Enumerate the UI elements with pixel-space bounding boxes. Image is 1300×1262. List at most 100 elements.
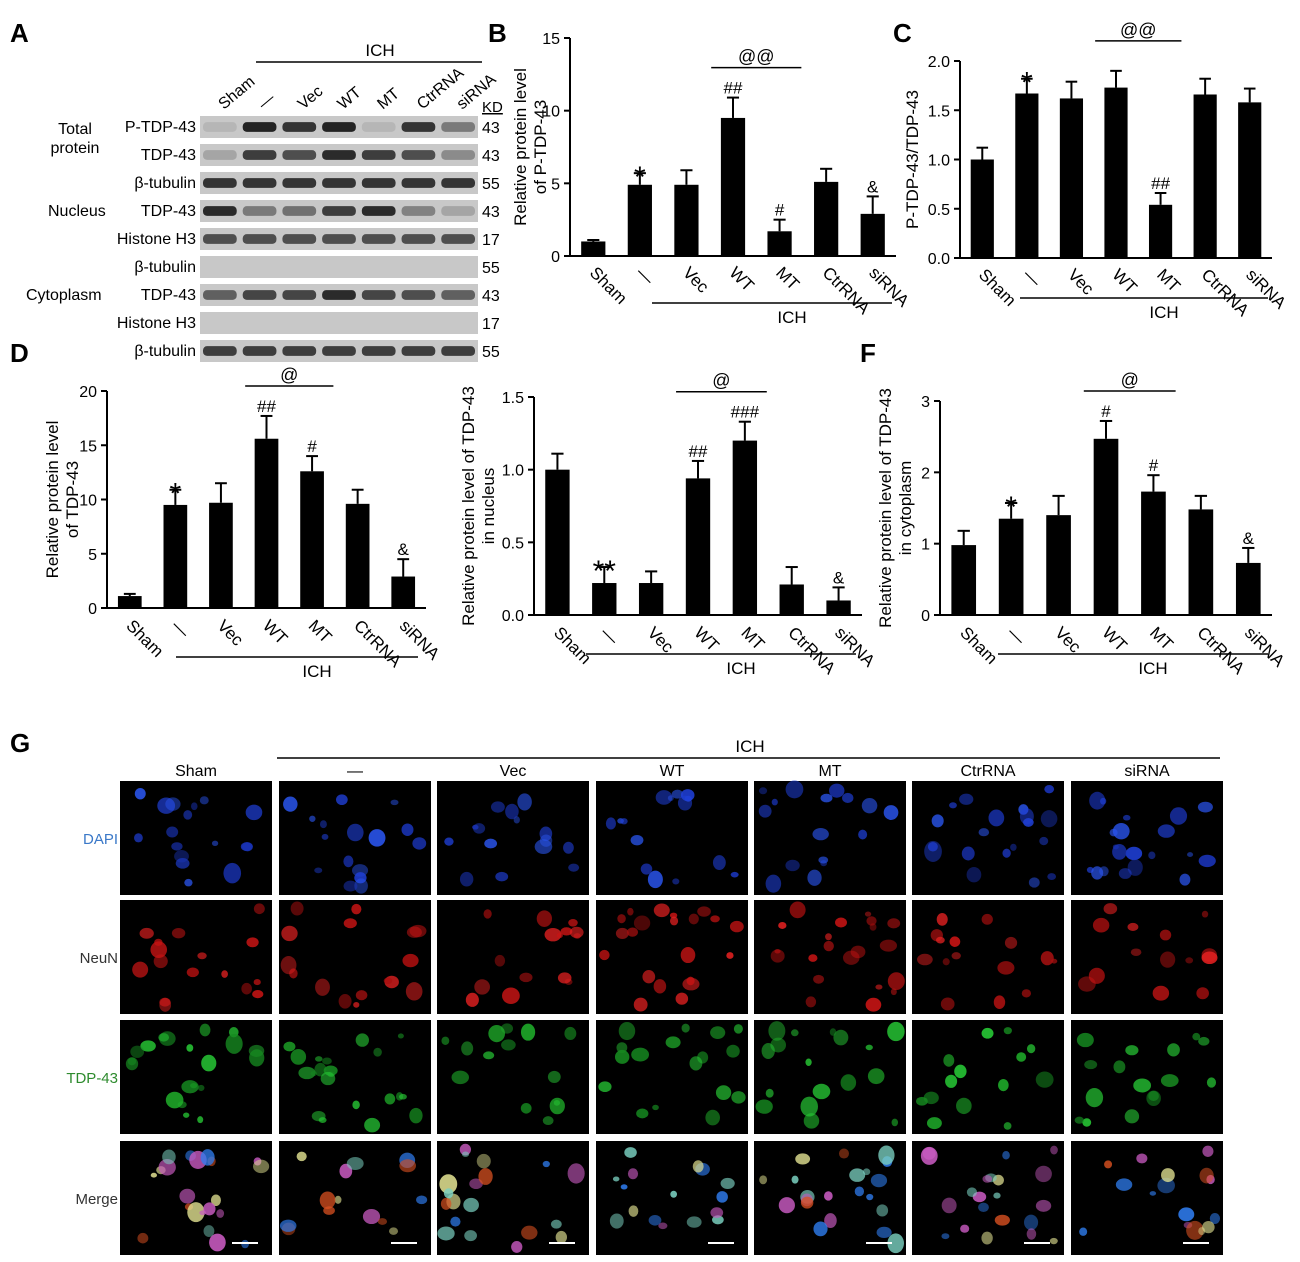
cell-nucleus: [397, 1033, 404, 1039]
significance-mark: ###: [731, 403, 760, 422]
cell-nucleus: [887, 972, 905, 991]
micro-column-label: Vec: [500, 763, 527, 780]
cell-nucleus: [887, 1233, 904, 1254]
cell-nucleus: [309, 815, 316, 822]
blot-kd-value: 55: [482, 344, 500, 361]
cell-nucleus: [1049, 1237, 1058, 1245]
cell-nucleus: [283, 1041, 296, 1052]
cell-nucleus: [981, 1027, 994, 1039]
cell-nucleus: [362, 1208, 381, 1225]
cell-nucleus: [464, 1230, 477, 1242]
cell-nucleus: [555, 1230, 568, 1244]
cell-nucleus: [1035, 1165, 1052, 1183]
cell-nucleus: [289, 968, 298, 979]
cell-nucleus: [469, 1178, 483, 1189]
cell-nucleus: [712, 855, 726, 871]
blot-group-label: Sham: [216, 73, 259, 113]
cell-nucleus: [689, 1056, 703, 1071]
bar-siRNA: [1235, 562, 1261, 615]
cell-nucleus: [174, 850, 189, 863]
cell-nucleus: [399, 1093, 407, 1100]
blot-row-label: β-tubulin: [134, 343, 196, 360]
cell-nucleus: [1016, 1052, 1027, 1062]
cell-nucleus: [203, 1202, 216, 1216]
cell-nucleus: [688, 913, 699, 925]
cell-nucleus: [771, 798, 778, 806]
micro-image: [120, 781, 272, 895]
cell-nucleus: [556, 932, 563, 939]
cell-nucleus: [1206, 1077, 1217, 1088]
bar-Sham: [581, 241, 606, 256]
micro-column-label: CtrRNA: [960, 763, 1015, 780]
blot-band: [441, 178, 475, 188]
blot-kd-value: 55: [482, 260, 500, 277]
cell-nucleus: [927, 842, 938, 852]
cell-nucleus: [936, 936, 945, 944]
cell-nucleus: [1113, 1060, 1126, 1074]
cell-nucleus: [1185, 957, 1194, 964]
blot-band: [203, 234, 237, 244]
cell-nucleus: [731, 1091, 746, 1104]
cell-nucleus: [459, 1143, 472, 1156]
blot-kd-value: 17: [482, 316, 500, 333]
cell-nucleus: [166, 826, 179, 838]
micro-panel: [437, 1141, 589, 1255]
cell-nucleus: [829, 783, 845, 798]
cell-nucleus: [1209, 1212, 1221, 1225]
cell-nucleus: [675, 992, 689, 1005]
cell-nucleus: [197, 1084, 205, 1092]
cell-nucleus: [1157, 824, 1175, 838]
blot-band: [361, 178, 396, 188]
cell-nucleus: [346, 1156, 364, 1170]
cell-nucleus: [536, 910, 552, 927]
cell-nucleus: [1160, 1074, 1179, 1088]
cell-nucleus: [1074, 1116, 1084, 1124]
cell-nucleus: [866, 916, 877, 926]
micro-panel: [279, 781, 431, 895]
cell-nucleus: [658, 1222, 668, 1230]
cell-nucleus: [384, 1093, 396, 1105]
cell-nucleus: [633, 915, 651, 931]
micro-image: [596, 781, 748, 895]
ich-label: ICH: [1138, 659, 1167, 678]
cell-nucleus: [319, 820, 327, 829]
cell-nucleus: [835, 917, 847, 928]
cell-nucleus: [444, 837, 454, 846]
micro-panel: [437, 900, 589, 1014]
x-tick-label: Sham: [586, 263, 631, 308]
cell-nucleus: [1198, 1227, 1206, 1236]
cell-nucleus: [463, 1197, 479, 1213]
significance-mark: &: [398, 540, 410, 559]
x-tick-label: Sham: [550, 623, 595, 668]
blot-kd-value: 55: [482, 176, 500, 193]
blot-band: [361, 122, 396, 132]
blot-band: [441, 122, 475, 132]
ich-label: ICH: [777, 308, 806, 327]
cell-nucleus: [364, 1117, 381, 1133]
y-tick-label: 15: [79, 438, 97, 455]
cell-nucleus: [758, 804, 772, 818]
cell-nucleus: [677, 795, 693, 811]
cell-nucleus: [252, 1159, 270, 1174]
micro-panel: [912, 900, 1064, 1014]
cell-nucleus: [1130, 948, 1142, 956]
cell-nucleus: [201, 1054, 217, 1072]
cell-nucleus: [994, 1214, 1010, 1226]
y-axis-label: Relative protein levelof TDP-43: [43, 421, 82, 579]
x-tick-label: CtrRNA: [1198, 265, 1253, 320]
cell-nucleus: [310, 1071, 318, 1077]
cell-nucleus: [298, 1066, 316, 1080]
chart-F: 0 1 2 3 Relative protein level of TDP-43in c…: [876, 370, 1289, 678]
cell-nucleus: [165, 1091, 184, 1109]
cell-nucleus: [840, 1074, 857, 1091]
cell-nucleus: [1112, 844, 1127, 860]
y-tick-label: 1.5: [928, 103, 950, 120]
cell-nucleus: [949, 802, 957, 809]
cell-nucleus: [789, 901, 806, 919]
micro-panel: [596, 1141, 748, 1255]
blot-row-label: β-tubulin: [134, 175, 196, 192]
bar-siRNA: [826, 600, 851, 615]
cell-nucleus: [652, 1104, 659, 1111]
cell-nucleus: [924, 840, 942, 862]
